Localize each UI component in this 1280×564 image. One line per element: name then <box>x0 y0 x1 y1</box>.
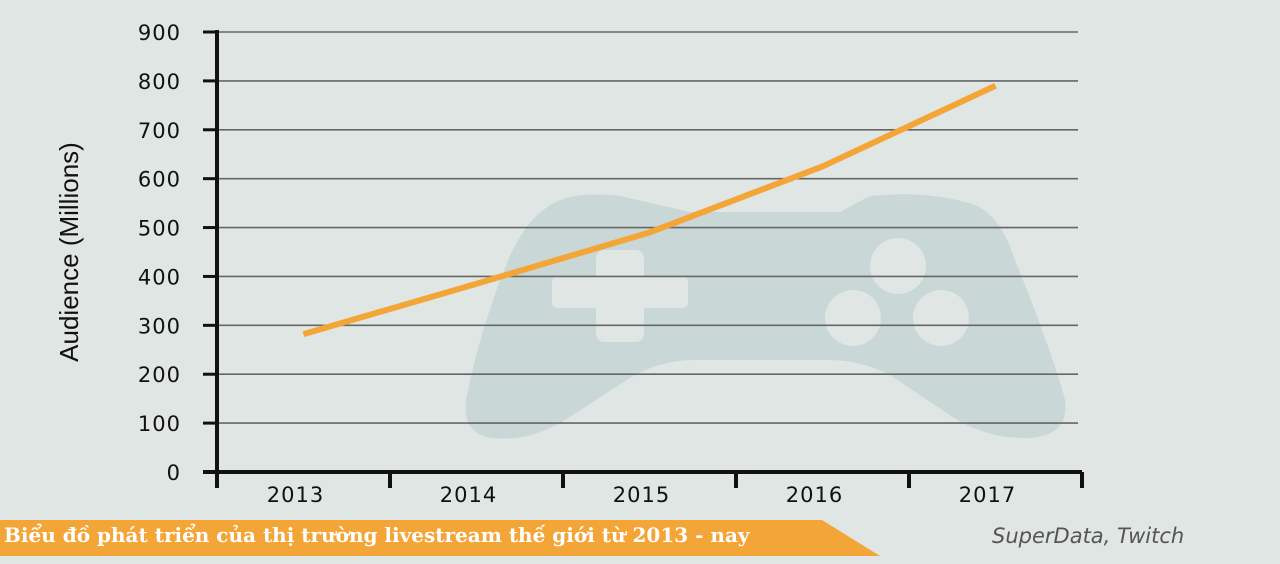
y-tick-label: 300 <box>138 314 181 338</box>
data-point <box>649 231 650 233</box>
y-tick-label: 100 <box>138 412 181 436</box>
x-tick-label: 2014 <box>440 483 497 507</box>
caption-text: Biểu đồ phát triển của thị trường livest… <box>4 523 750 547</box>
y-tick-label: 600 <box>138 168 181 192</box>
data-point <box>303 333 304 335</box>
y-tick-label: 500 <box>138 217 181 241</box>
x-tick-label: 2013 <box>267 483 324 507</box>
data-point <box>476 283 477 285</box>
y-tick-label: 400 <box>138 265 181 289</box>
caption-banner: Biểu đồ phát triển của thị trường livest… <box>0 520 880 556</box>
y-axis-label: Audience (Millions) <box>54 142 84 362</box>
y-tick-label: 200 <box>138 363 181 387</box>
data-point <box>822 165 823 167</box>
y-tick-label: 900 <box>138 21 181 45</box>
data-point <box>995 85 996 87</box>
x-tick-label: 2016 <box>786 483 843 507</box>
y-tick-label: 700 <box>138 119 181 143</box>
x-tick-label: 2015 <box>613 483 670 507</box>
gamepad-icon <box>465 194 1066 439</box>
y-tick-label: 800 <box>138 70 181 94</box>
y-tick-label: 0 <box>167 461 181 485</box>
source-text: SuperData, Twitch <box>992 524 1185 548</box>
x-tick-label: 2017 <box>959 483 1016 507</box>
